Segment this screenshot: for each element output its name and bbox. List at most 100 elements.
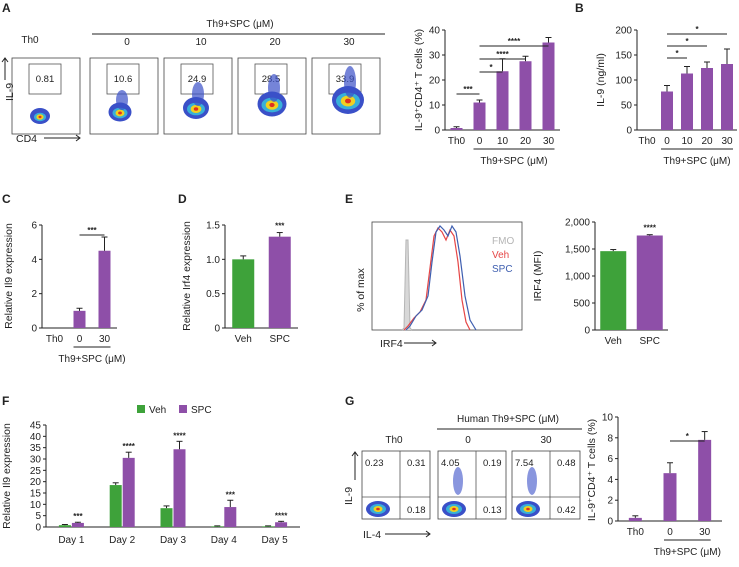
flow-density bbox=[345, 98, 351, 104]
bar bbox=[268, 236, 291, 328]
e-hist-xlab: IRF4 bbox=[380, 338, 403, 350]
flow-density bbox=[452, 507, 456, 511]
bar bbox=[224, 507, 237, 527]
significance-label: **** bbox=[275, 511, 288, 520]
e-bar-chart: 0 500 1,000 1,500 2,000 IRF4 (MFI) Veh SPC **** bbox=[532, 218, 668, 347]
x-tick-label: 30 bbox=[721, 136, 733, 147]
flow-density bbox=[376, 507, 380, 511]
bar bbox=[542, 42, 555, 130]
y-tick-label: 5 bbox=[35, 511, 41, 522]
a-ylab: IL-9 bbox=[4, 83, 16, 101]
x-tick-label: Veh bbox=[605, 336, 622, 347]
x-tick-label: 30 bbox=[543, 136, 555, 147]
bar bbox=[663, 473, 677, 521]
bar bbox=[628, 517, 642, 521]
legend-label: SPC bbox=[191, 405, 212, 416]
y-tick-label: 0 bbox=[214, 324, 220, 335]
a-header: Th9+SPC (μM) bbox=[206, 19, 273, 30]
x-tick-label: Day 3 bbox=[160, 535, 187, 546]
d-bar-chart: 0 0.5 1.0 1.5 Relative Irf4 expression Veh SPC… bbox=[181, 221, 298, 345]
bar bbox=[473, 102, 486, 130]
a-xlab: CD4 bbox=[16, 133, 37, 145]
significance-label: * bbox=[675, 49, 679, 58]
y-tick-label: 45 bbox=[30, 421, 42, 432]
y-tick-label: 6 bbox=[31, 221, 37, 232]
y-tick-label: 10 bbox=[429, 101, 441, 112]
flow-density bbox=[344, 66, 356, 98]
y-tick-label: 0 bbox=[35, 523, 41, 534]
y-axis-label: Relative Irf4 expression bbox=[181, 221, 193, 331]
bar bbox=[450, 128, 463, 130]
y-tick-label: 0 bbox=[626, 126, 632, 137]
x-tick-label: Th0 bbox=[448, 136, 466, 147]
x-tick-label: SPC bbox=[269, 334, 290, 345]
y-tick-label: 20 bbox=[429, 76, 441, 87]
significance-label: * bbox=[685, 37, 689, 46]
y-tick-label: 1.0 bbox=[206, 255, 220, 266]
quadrant-ul-value: 4.05 bbox=[441, 458, 460, 469]
flow-density bbox=[527, 467, 537, 495]
a-dose-0: 0 bbox=[124, 37, 130, 48]
significance-label: * bbox=[686, 432, 690, 441]
x-tick-label: 0 bbox=[77, 334, 83, 345]
y-tick-label: 2 bbox=[607, 496, 613, 507]
y-tick-label: 2 bbox=[31, 289, 37, 300]
panel-letter-d: D bbox=[178, 192, 187, 206]
significance-label: *** bbox=[87, 226, 97, 235]
flow-density bbox=[192, 82, 204, 106]
y-tick-label: 150 bbox=[615, 51, 632, 62]
y-tick-label: 2,000 bbox=[565, 218, 590, 229]
y-tick-label: 20 bbox=[30, 477, 42, 488]
y-tick-label: 30 bbox=[429, 51, 441, 62]
b-bar-chart: 0 50 100 150 200 IL-9 (ng/ml) Th0 0 10 20 30 * * * Th9… bbox=[595, 25, 737, 167]
bar bbox=[701, 68, 713, 130]
x-tick-label: Veh bbox=[235, 334, 252, 345]
y-tick-label: 200 bbox=[615, 26, 632, 37]
y-tick-label: 4 bbox=[31, 255, 37, 266]
flow-plot-frame bbox=[11, 57, 81, 135]
significance-label: *** bbox=[275, 222, 285, 231]
x-tick-label: 10 bbox=[497, 136, 509, 147]
panel-letter-c: C bbox=[2, 192, 11, 206]
group-label: Th9+SPC (μM) bbox=[654, 547, 721, 558]
bar bbox=[98, 250, 111, 328]
bar bbox=[122, 457, 135, 527]
a-bar-chart: 0 10 20 30 40 IL-9⁺CD4⁺ T cells (%) Th0 0 10 20 30… bbox=[413, 26, 560, 167]
x-tick-label: 20 bbox=[701, 136, 713, 147]
group-label: Th9+SPC (μM) bbox=[663, 156, 730, 167]
significance-label: **** bbox=[496, 50, 509, 59]
e-legend-fmo: FMO bbox=[492, 236, 514, 247]
legend-label: Veh bbox=[149, 405, 166, 416]
bar bbox=[173, 449, 186, 527]
x-tick-label: Th0 bbox=[627, 527, 645, 538]
quadrant-lr-value: 0.18 bbox=[407, 505, 426, 516]
group-label: Th9+SPC (μM) bbox=[480, 156, 547, 167]
a-x-arrow bbox=[44, 134, 81, 142]
quadrant-ul-value: 7.54 bbox=[515, 458, 534, 469]
panel-letter-b: B bbox=[575, 1, 584, 15]
g-header: Human Th9+SPC (μM) bbox=[457, 414, 559, 425]
significance-label: **** bbox=[173, 431, 186, 440]
y-tick-label: 40 bbox=[30, 432, 42, 443]
group-label: Th9+SPC (μM) bbox=[58, 354, 125, 365]
significance-label: *** bbox=[73, 512, 83, 521]
e-legend-veh: Veh bbox=[492, 250, 509, 261]
e-x-arrow bbox=[404, 339, 437, 347]
y-tick-label: 8 bbox=[607, 433, 613, 444]
a-th0-label: Th0 bbox=[21, 35, 39, 46]
g-dose-0: 0 bbox=[465, 435, 471, 446]
y-tick-label: 1,500 bbox=[565, 245, 590, 256]
y-tick-label: 30 bbox=[30, 455, 42, 466]
bar bbox=[636, 235, 663, 330]
x-tick-label: Day 5 bbox=[262, 535, 289, 546]
flow-density bbox=[269, 102, 275, 108]
flow-density bbox=[116, 90, 128, 110]
bar bbox=[661, 91, 673, 130]
significance-label: *** bbox=[226, 490, 236, 499]
y-tick-label: 100 bbox=[615, 76, 632, 87]
panel-a-flow: Th0 Th9+SPC (μM) 0 10 20 30 0.81 10.6 24.9… bbox=[1, 19, 385, 145]
y-tick-label: 25 bbox=[30, 466, 42, 477]
flow-density bbox=[268, 74, 280, 102]
